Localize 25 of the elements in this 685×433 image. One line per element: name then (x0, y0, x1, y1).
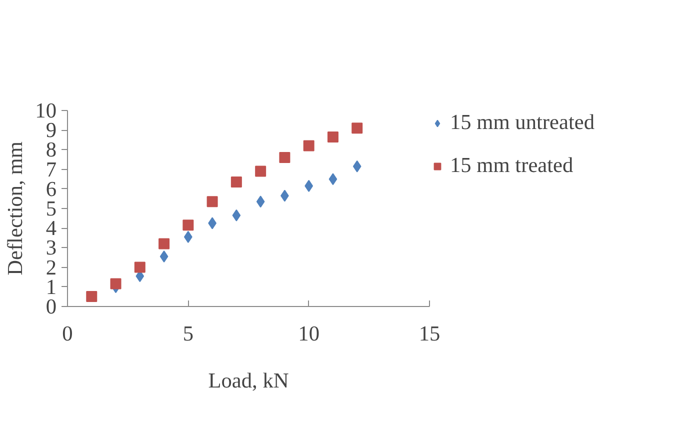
point (328, 173, 338, 186)
x-tick-label: 10 (298, 322, 320, 346)
point (230, 176, 242, 188)
x-tick-label: 15 (418, 322, 440, 346)
legend-label: 15 mm treated (450, 153, 574, 178)
x-tick-label: 5 (182, 322, 194, 346)
point (303, 140, 314, 152)
point (160, 250, 168, 263)
point (86, 291, 98, 302)
point (206, 196, 218, 208)
point (327, 131, 338, 142)
point (134, 262, 146, 273)
point (158, 238, 170, 250)
legend-label: 15 mm untreated (450, 110, 595, 135)
point (256, 196, 265, 208)
x-tick-label: 0 (62, 322, 73, 346)
y-axis-title: Deflection, mm (3, 141, 28, 276)
point (352, 122, 363, 134)
point (232, 209, 241, 222)
point (352, 160, 362, 172)
point (279, 152, 290, 164)
point (110, 278, 122, 290)
point (255, 166, 266, 177)
point (182, 220, 194, 231)
x-axis-title: Load, kN (208, 368, 289, 392)
